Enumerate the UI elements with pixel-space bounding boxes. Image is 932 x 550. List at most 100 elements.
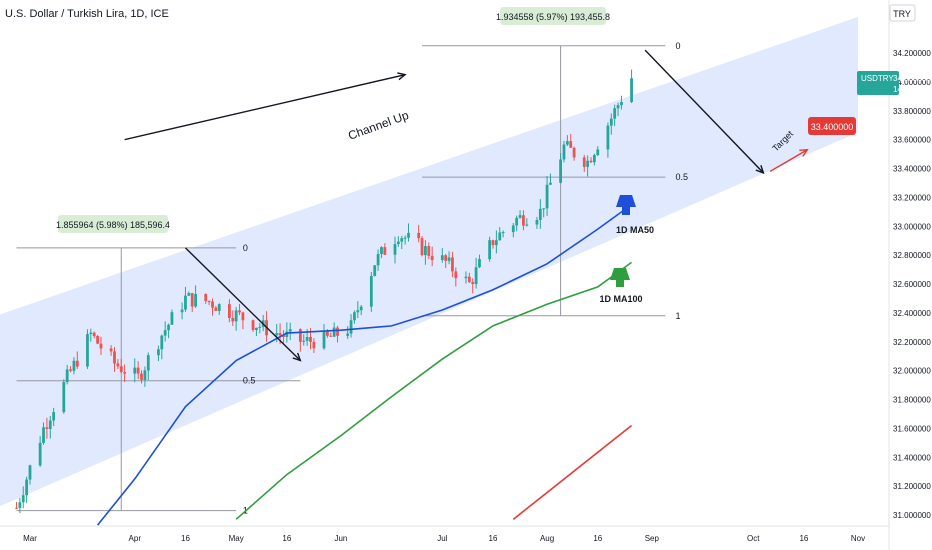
candle-body xyxy=(62,382,66,413)
arrow-down-left-head xyxy=(292,352,302,362)
last-price-badge[interactable]: USDTRY 34.030000 14:21:16 xyxy=(857,71,931,95)
price-tick: 34.000000 xyxy=(893,78,931,87)
candle-body xyxy=(167,324,170,331)
candle-body xyxy=(326,330,329,336)
candle-body xyxy=(170,312,174,325)
measure-right[interactable]: 1.934558 (5.97%) 193,455.8 xyxy=(496,7,610,25)
candle-body xyxy=(119,366,123,373)
time-tick: Apr xyxy=(129,534,142,543)
time-tick: 16 xyxy=(181,534,190,543)
currency-label: TRY xyxy=(893,9,911,19)
candle-body xyxy=(582,157,586,167)
currency-box[interactable] xyxy=(889,4,916,22)
arrow-down-left xyxy=(184,247,301,362)
candle-body xyxy=(143,370,147,380)
candle-body xyxy=(123,372,127,374)
candle-body xyxy=(549,182,552,185)
candle-body xyxy=(285,331,289,338)
target-arrow xyxy=(769,149,808,172)
candle-body xyxy=(535,219,539,225)
candle-body xyxy=(424,246,427,256)
candle-body xyxy=(515,217,519,226)
candle-body xyxy=(353,312,356,321)
candle-body xyxy=(42,427,45,443)
candle-body xyxy=(417,232,421,239)
ma-line xyxy=(235,261,633,520)
candle-body xyxy=(440,255,444,260)
candle-body xyxy=(518,215,522,218)
candle-body xyxy=(329,335,333,337)
time-tick: 16 xyxy=(593,534,602,543)
time-tick: 16 xyxy=(799,534,808,543)
target-badge-box xyxy=(808,117,856,135)
target-badge[interactable]: 33.400000 xyxy=(808,117,856,135)
candle-body xyxy=(288,329,292,332)
candle-body xyxy=(113,351,116,364)
candle-body xyxy=(572,147,576,158)
candle-body xyxy=(241,312,245,321)
candle-body xyxy=(471,282,475,285)
last-price-box xyxy=(857,71,899,95)
arrow-down-right xyxy=(644,49,764,174)
candle-body xyxy=(157,349,160,356)
measure-left[interactable]: 1.855964 (5.98%) 185,596.4 xyxy=(56,215,170,233)
candle-body xyxy=(616,105,620,109)
candle-body xyxy=(146,355,150,371)
candle-body xyxy=(346,333,350,336)
candle-body xyxy=(569,141,573,148)
candle-body xyxy=(45,427,49,429)
candle-body xyxy=(282,335,285,338)
candle-body xyxy=(86,334,89,367)
price-axis-ticks: 34.200000 34.000000 33.800000 33.600000 33.4… xyxy=(893,49,931,520)
drawn-arrows xyxy=(124,49,809,362)
time-tick: 16 xyxy=(489,534,498,543)
candle-body xyxy=(204,293,208,302)
candle-body xyxy=(349,320,353,334)
countdown-value: 14:21:16 xyxy=(893,85,925,94)
price-tick: 33.000000 xyxy=(893,222,931,231)
candle-body xyxy=(606,125,610,150)
candle-body xyxy=(255,327,258,331)
time-tick: Mar xyxy=(23,534,37,543)
candle-body xyxy=(501,232,505,234)
candle-body xyxy=(522,215,525,226)
price-tick: 33.200000 xyxy=(893,193,931,202)
candle-body xyxy=(542,208,546,210)
candle-body xyxy=(25,479,29,496)
candle-body xyxy=(474,267,478,285)
candle-body xyxy=(69,369,72,371)
candle-body xyxy=(545,184,549,209)
fib-level-label: 0 xyxy=(243,243,248,253)
time-tick: May xyxy=(229,534,244,543)
price-value: 34.030000 xyxy=(893,74,931,83)
candle-body xyxy=(18,502,22,508)
fib-level-label: 0.5 xyxy=(676,172,689,182)
ma50-arrow-icon xyxy=(616,195,636,215)
candle-body xyxy=(15,507,18,509)
candle-body xyxy=(184,295,187,310)
time-tick: Nov xyxy=(851,534,865,543)
candle-body xyxy=(396,241,400,245)
measure-left-box xyxy=(58,215,168,233)
candle-body xyxy=(498,232,502,241)
price-tick: 32.800000 xyxy=(893,251,931,260)
candle-body xyxy=(369,275,373,307)
candle-body xyxy=(430,255,434,260)
candle-body xyxy=(75,360,79,367)
candle-body xyxy=(359,306,363,311)
candle-body xyxy=(140,373,143,380)
candle-body xyxy=(562,144,566,160)
candle-body xyxy=(407,232,410,238)
moving-averages xyxy=(96,203,633,526)
candle-body xyxy=(163,330,167,336)
candle-body xyxy=(275,333,279,336)
candle-body xyxy=(525,224,529,226)
measure-left-label: 1.855964 (5.98%) 185,596.4 xyxy=(56,220,170,230)
measure-right-label: 1.934558 (5.97%) 193,455.8 xyxy=(496,12,610,22)
fib-level-label: 1 xyxy=(676,311,681,321)
price-tick: 31.400000 xyxy=(893,453,931,462)
channel-label: Channel Up xyxy=(346,108,411,143)
candle-body xyxy=(302,340,306,342)
candle-body xyxy=(190,293,194,307)
